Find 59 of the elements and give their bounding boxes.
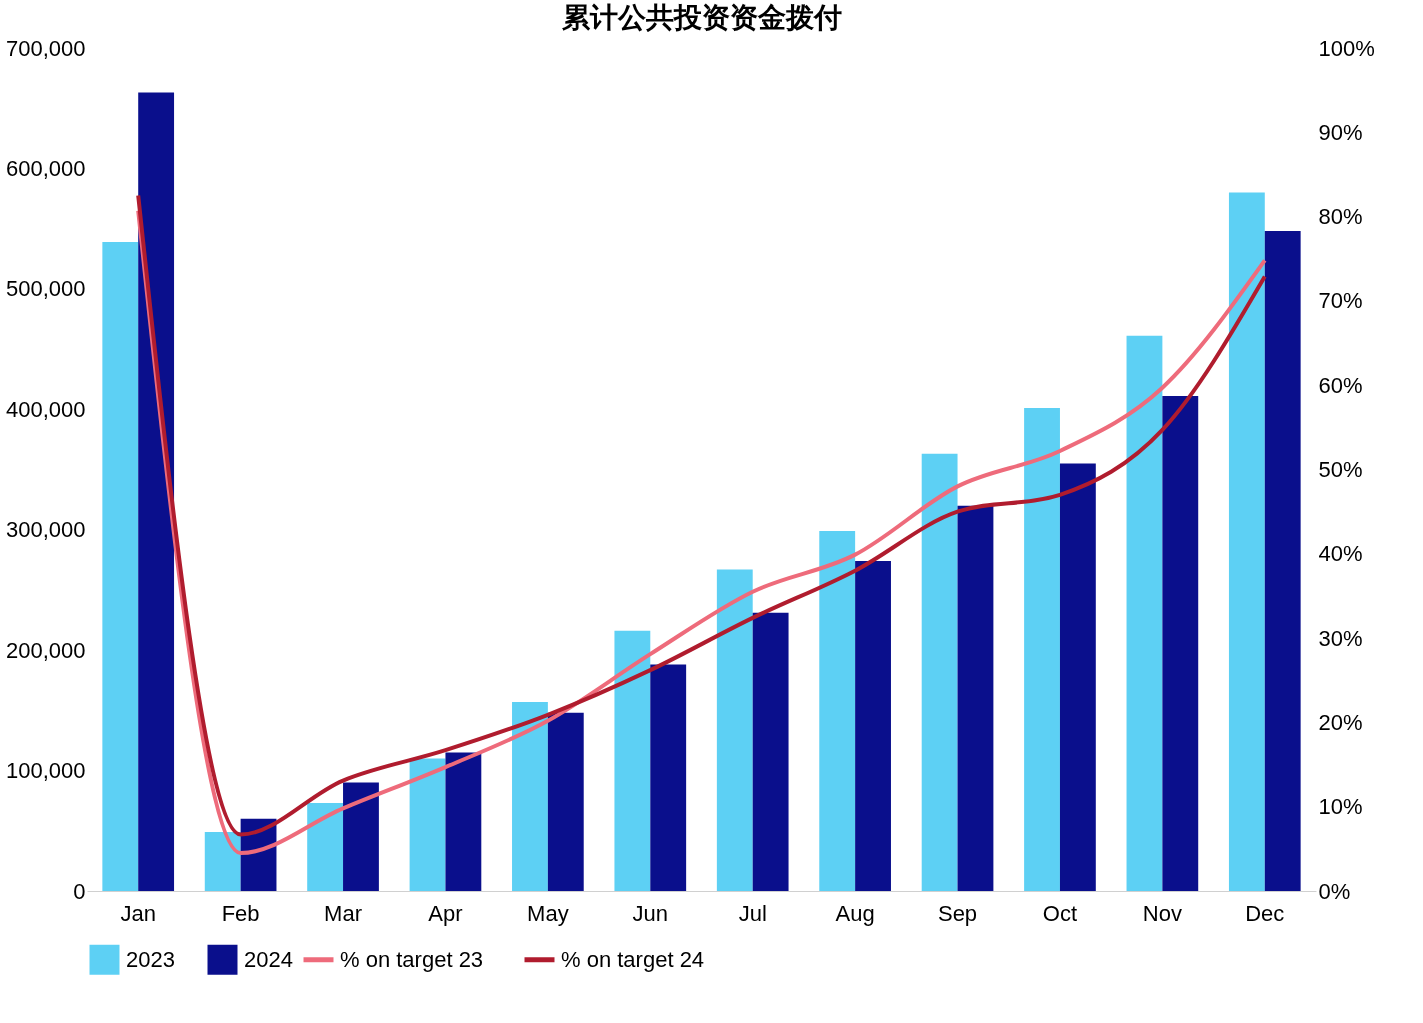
x-tick-label: Nov [1142, 900, 1182, 926]
bar [138, 92, 175, 891]
x-tick-label: Mar [324, 900, 362, 926]
bar [1264, 231, 1301, 891]
x-tick-label: Feb [221, 900, 260, 926]
bar [1059, 463, 1096, 891]
y-tick-label: 500,000 [5, 276, 86, 302]
legend-label: % on target 24 [561, 946, 705, 972]
y-tick-label: 400,000 [5, 396, 86, 422]
y2-tick-label: 40% [1318, 541, 1363, 567]
bar [512, 701, 548, 891]
bar [547, 712, 584, 891]
y2-tick-label: 0% [1318, 878, 1351, 904]
bar [409, 758, 446, 891]
y-tick-label: 600,000 [5, 155, 86, 181]
x-tick-label: Jun [632, 900, 669, 926]
x-tick-label: Jul [738, 900, 767, 926]
x-tick-label: Jan [120, 900, 156, 926]
bar [752, 612, 789, 891]
chart-title: 累计公共投资资金拨付 [560, 2, 842, 33]
bar [855, 561, 891, 891]
y-tick-label: 700,000 [5, 35, 86, 61]
bar [102, 241, 139, 891]
y2-tick-label: 60% [1318, 372, 1363, 398]
x-tick-label: Apr [428, 900, 463, 926]
x-tick-label: Aug [835, 900, 875, 926]
x-tick-label: Dec [1245, 900, 1285, 926]
bar [1126, 335, 1163, 891]
bar [204, 831, 241, 891]
bar [343, 782, 379, 891]
bar [819, 530, 856, 891]
y2-tick-label: 100% [1318, 35, 1375, 61]
bar [445, 752, 482, 891]
legend-label: % on target 23 [340, 946, 484, 972]
legend-label: 2023 [126, 946, 175, 972]
y2-tick-label: 80% [1318, 204, 1363, 230]
bar [957, 505, 994, 891]
y-tick-label: 100,000 [5, 758, 86, 784]
bar [921, 453, 958, 891]
y2-tick-label: 30% [1318, 625, 1363, 651]
y-tick-label: 0 [73, 878, 86, 904]
bar [650, 664, 687, 891]
x-tick-label: Oct [1042, 900, 1078, 926]
x-tick-label: May [527, 900, 569, 926]
bar [1162, 396, 1199, 891]
bar [307, 803, 344, 891]
y-tick-label: 300,000 [5, 517, 86, 543]
y2-tick-label: 90% [1318, 119, 1363, 145]
y-tick-label: 200,000 [5, 637, 86, 663]
y2-tick-label: 70% [1318, 288, 1363, 314]
bar [1228, 192, 1265, 891]
bar [1024, 408, 1060, 891]
y2-tick-label: 50% [1318, 457, 1363, 482]
bar [614, 630, 651, 891]
y2-tick-label: 10% [1318, 794, 1363, 820]
y2-tick-label: 20% [1318, 709, 1363, 735]
x-tick-label: Sep [937, 900, 978, 926]
bar [716, 569, 753, 891]
legend-label: 2024 [244, 946, 293, 972]
